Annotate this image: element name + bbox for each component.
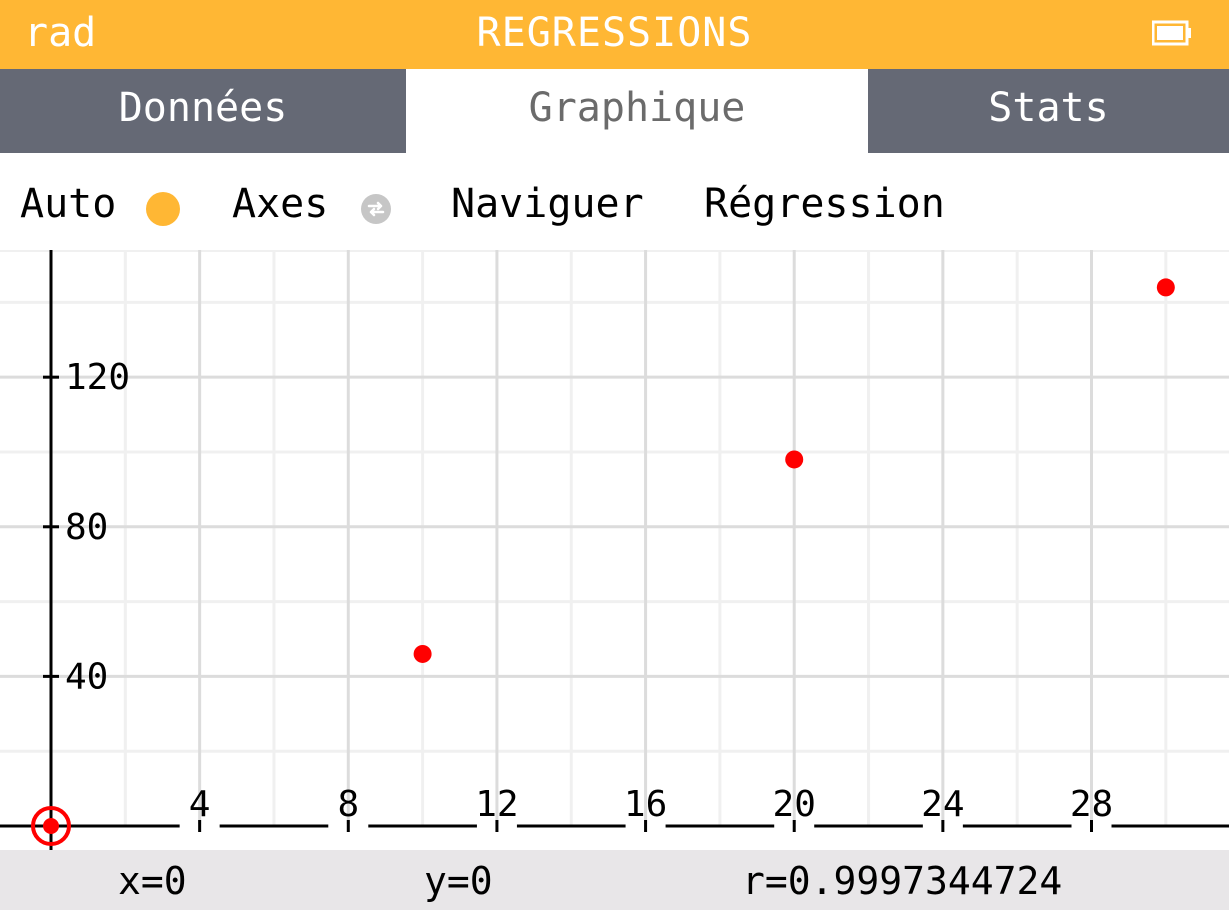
x-tick-label: 8 [337,784,359,825]
x-readout: x=0 [118,859,187,903]
axes-settings-icon[interactable] [360,193,392,225]
app-title: REGRESSIONS [476,10,753,56]
data-point[interactable] [785,450,804,469]
x-tick-label: 24 [921,784,964,825]
tab-bar: Données Graphique Stats [0,69,1229,153]
auto-label: Auto [20,181,117,227]
y-tick-label: 40 [65,656,108,697]
battery-icon [1152,20,1191,46]
auto-button[interactable]: Auto [20,179,116,229]
tab-stats[interactable]: Stats [988,85,1109,131]
navigate-button[interactable]: Naviguer [451,181,644,227]
x-tick-label: 12 [475,784,518,825]
status-bar: rad REGRESSIONS [0,0,1229,69]
x-tick-label: 16 [624,784,667,825]
cursor-dot [43,818,59,834]
regression-button[interactable]: Régression [704,181,945,227]
y-tick-label: 120 [65,357,130,398]
scatter-plot[interactable]: 4 8 12 16 20 24 28 40 80 120 [0,250,1229,850]
tab-graphique[interactable]: Graphique [406,69,868,153]
tab-donnees[interactable]: Données [118,85,288,131]
cursor-ring-icon[interactable] [31,806,71,846]
axes-button[interactable]: Axes [232,179,328,229]
graph-toolbar: Auto Axes Naviguer Régression [0,153,1229,252]
r-readout: r=0.9997344724 [742,859,1063,903]
data-point[interactable] [1156,278,1175,297]
axes-label: Axes [232,181,329,227]
x-tick-label: 20 [773,784,816,825]
cursor-readout-bar: x=0 y=0 r=0.9997344724 [0,850,1229,910]
x-tick-label: 4 [189,784,211,825]
y-tick-label: 80 [65,507,108,548]
x-tick-label: 28 [1070,784,1113,825]
angle-mode-label: rad [24,10,97,56]
data-point[interactable] [413,644,432,663]
auto-indicator-icon [146,192,180,226]
y-readout: y=0 [424,859,493,903]
battery-level-fill [1157,26,1183,40]
